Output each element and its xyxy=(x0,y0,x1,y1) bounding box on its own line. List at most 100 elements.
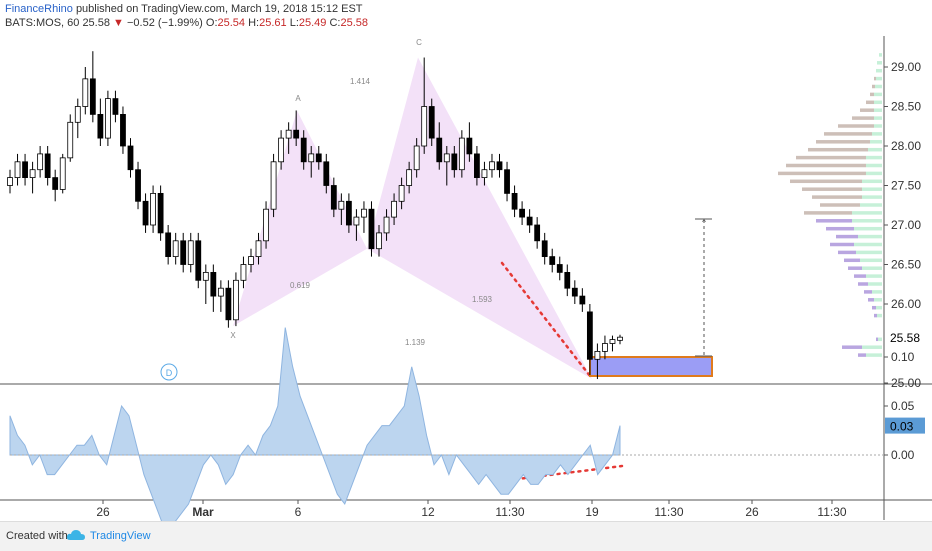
osc-last-label: 0.03 xyxy=(890,420,914,434)
vp-bar-up xyxy=(879,53,882,57)
pattern-ratio-label: 1.139 xyxy=(405,338,426,347)
pattern-ratio-label: 1.593 xyxy=(472,295,493,304)
vp-bar-down xyxy=(838,250,856,255)
candle xyxy=(202,264,209,304)
published-text: published on TradingView.com, March 19, … xyxy=(75,3,363,15)
candle xyxy=(29,161,36,194)
vp-bar-up xyxy=(874,116,882,120)
vp-bar-up xyxy=(862,187,882,191)
price-divergence-line[interactable] xyxy=(500,261,592,378)
price-axis: 29.00 28.50 28.00 27.50 27.00 26.50 26.00 25.00… xyxy=(884,60,932,390)
candle xyxy=(293,110,300,146)
vp-bar-up xyxy=(860,203,882,207)
time-tick-label: 26 xyxy=(96,505,110,519)
vp-bar-up xyxy=(877,313,882,318)
candle xyxy=(330,177,337,218)
pattern-ratio-label: 0.619 xyxy=(290,281,311,290)
vp-bar-up xyxy=(866,155,882,160)
candle xyxy=(180,232,187,273)
publish-line: FinanceRhino published on TradingView.co… xyxy=(5,3,363,15)
low-value: 25.49 xyxy=(298,17,327,29)
vp-bar-down xyxy=(854,274,866,278)
candle xyxy=(135,161,141,210)
pattern-point-label: X xyxy=(230,331,236,340)
vp-bar-up xyxy=(874,92,882,97)
vp-bar-up xyxy=(872,290,882,294)
pattern-point-label: A xyxy=(295,94,301,103)
vp-bar-up xyxy=(876,305,882,310)
vp-bar-down xyxy=(786,163,866,168)
vp-bar-down xyxy=(852,116,874,120)
vp-bar-down xyxy=(816,140,870,144)
candle xyxy=(421,57,428,154)
candle xyxy=(466,122,473,162)
candle xyxy=(504,161,510,202)
candle xyxy=(368,201,375,257)
volume-profile xyxy=(778,53,882,357)
candle xyxy=(105,90,111,146)
target-zone-box[interactable] xyxy=(589,356,713,377)
vp-bar-up xyxy=(877,61,882,65)
candle xyxy=(233,272,239,327)
candle xyxy=(406,161,413,194)
candle xyxy=(579,288,586,312)
candle xyxy=(353,209,360,241)
candle xyxy=(217,280,224,312)
oscillator-layer xyxy=(9,327,884,521)
candle xyxy=(564,264,571,297)
candle xyxy=(556,256,563,281)
vp-bar-down xyxy=(872,84,875,89)
vp-bar-up xyxy=(866,353,882,357)
vp-bar-down xyxy=(824,132,872,136)
candle xyxy=(594,343,601,380)
vp-bar-down xyxy=(866,100,874,105)
candle xyxy=(165,225,172,265)
tradingview-cloud-icon xyxy=(66,530,85,540)
time-tick-label: 12 xyxy=(421,505,435,519)
time-tick-label: 19 xyxy=(585,505,599,519)
candle xyxy=(300,130,307,170)
candle xyxy=(549,248,556,273)
candle xyxy=(52,169,59,202)
candle xyxy=(489,153,495,178)
candle xyxy=(278,130,285,170)
tradingview-link[interactable]: TradingView xyxy=(90,530,151,542)
author-link[interactable]: FinanceRhino xyxy=(5,3,73,15)
candle xyxy=(240,256,247,289)
candle xyxy=(443,146,450,186)
pattern-bcd xyxy=(367,57,592,380)
vp-bar-up xyxy=(876,68,882,73)
harmonic-pattern[interactable] xyxy=(233,57,592,380)
chart-area[interactable]: ^ 29.00 28.50 28.00 27.50 27.00 26.50 26.00 25.… xyxy=(0,0,932,521)
price-tick-label: 29.00 xyxy=(891,60,921,74)
vp-bar-up xyxy=(866,274,882,278)
vp-bar-down xyxy=(868,298,874,302)
vp-bar-down xyxy=(790,179,862,184)
candle xyxy=(14,153,21,186)
svg-text:D: D xyxy=(166,368,173,378)
candle xyxy=(150,185,156,233)
candle xyxy=(37,146,44,178)
time-tick-label: 11:30 xyxy=(654,505,683,519)
candle xyxy=(519,201,525,225)
d-marker-icon[interactable] xyxy=(160,363,178,381)
vp-bar-up xyxy=(868,282,882,286)
vp-bar-down xyxy=(876,337,878,342)
price-tick-label: 26.50 xyxy=(891,258,921,272)
candle xyxy=(609,335,616,352)
candle xyxy=(428,98,435,146)
candles-layer xyxy=(7,51,623,380)
candle xyxy=(270,153,277,218)
pattern-xab xyxy=(233,110,367,327)
vp-bar-up xyxy=(868,147,882,152)
vp-bar-up xyxy=(876,76,882,81)
vp-bar-down xyxy=(826,226,854,231)
symbol-label[interactable]: BATS:MOS, 60 xyxy=(5,17,80,29)
candle xyxy=(338,193,345,225)
candle xyxy=(195,232,202,289)
candle xyxy=(398,177,405,210)
pattern-labels: X A C 1.414 0.619 1.593 1.139 xyxy=(230,38,492,347)
candle xyxy=(413,138,420,178)
time-tick-label: 26 xyxy=(745,505,759,519)
candle xyxy=(458,130,465,178)
